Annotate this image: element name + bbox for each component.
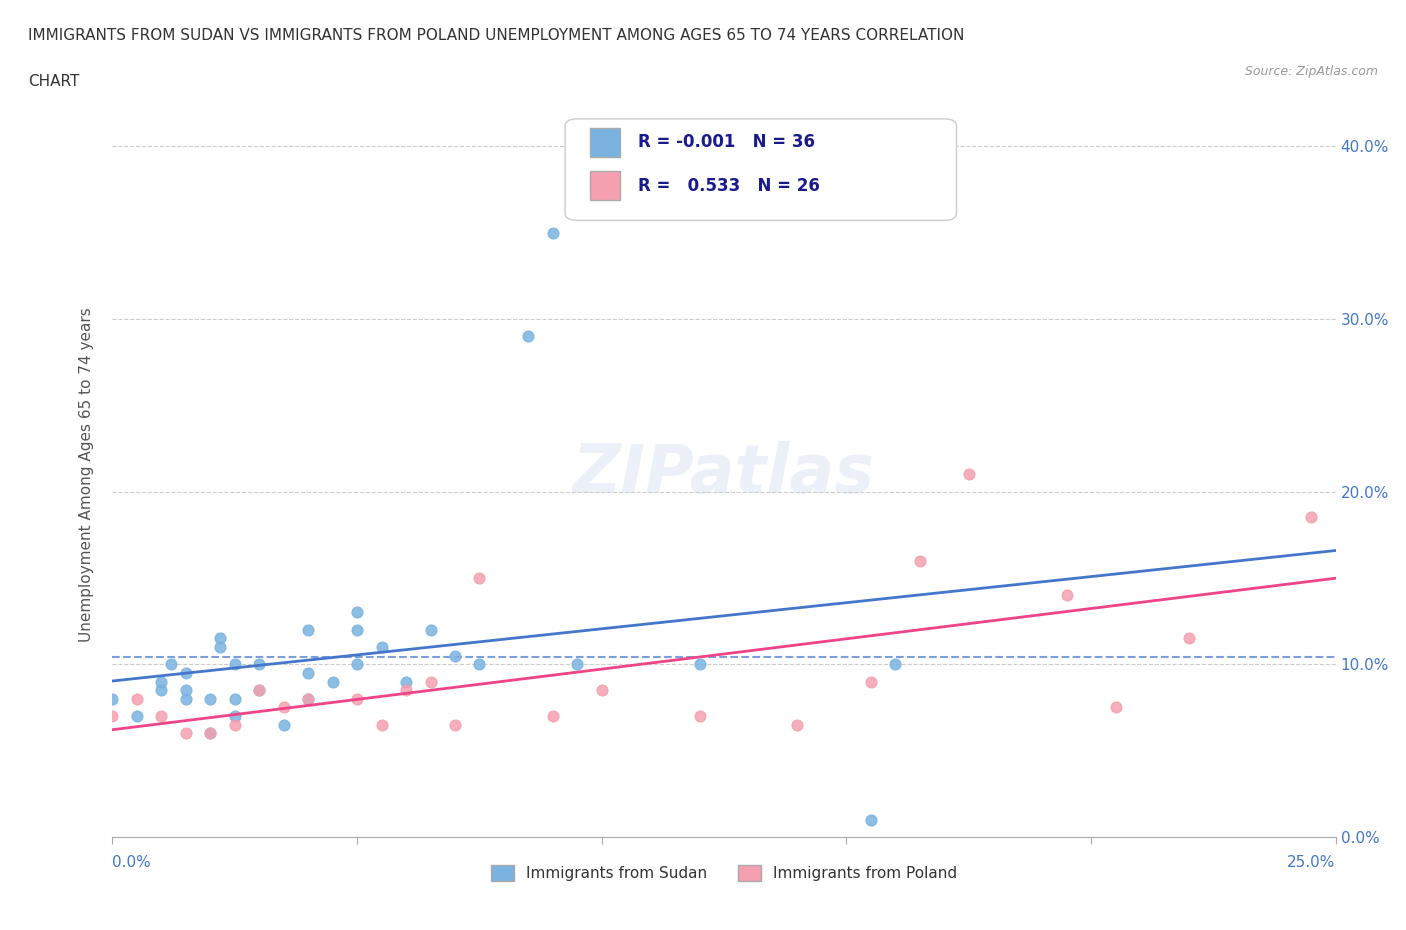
Point (150, 709, 173, 724)
Point (247, 683, 270, 698)
FancyBboxPatch shape (565, 119, 956, 220)
Point (200, 726, 222, 741)
Text: R = -0.001   N = 36: R = -0.001 N = 36 (638, 133, 815, 151)
Point (444, 717, 467, 732)
Point (591, 683, 613, 698)
Point (859, 812, 882, 827)
Legend: Immigrants from Sudan, Immigrants from Poland: Immigrants from Sudan, Immigrants from P… (485, 859, 963, 887)
Point (395, 674, 418, 689)
FancyBboxPatch shape (589, 171, 620, 200)
Point (224, 709, 246, 724)
Point (370, 717, 392, 732)
Point (370, 640, 392, 655)
Point (1301, 510, 1323, 525)
Point (224, 717, 246, 732)
Point (174, 666, 197, 681)
Point (273, 717, 295, 732)
Point (224, 691, 246, 706)
Point (346, 605, 368, 620)
Point (689, 657, 711, 671)
Point (150, 674, 173, 689)
Text: ZIPatlas: ZIPatlas (574, 442, 875, 507)
Point (125, 709, 148, 724)
Point (346, 691, 368, 706)
Point (1056, 588, 1078, 603)
Point (125, 691, 148, 706)
Point (689, 709, 711, 724)
FancyBboxPatch shape (589, 127, 620, 156)
Y-axis label: Unemployment Among Ages 65 to 74 years: Unemployment Among Ages 65 to 74 years (79, 307, 94, 642)
Point (200, 691, 222, 706)
Point (297, 666, 319, 681)
Text: 0.0%: 0.0% (112, 856, 152, 870)
Point (346, 657, 368, 671)
Point (1104, 700, 1126, 715)
Text: IMMIGRANTS FROM SUDAN VS IMMIGRANTS FROM POLAND UNEMPLOYMENT AMONG AGES 65 TO 74: IMMIGRANTS FROM SUDAN VS IMMIGRANTS FROM… (28, 28, 965, 43)
Point (395, 683, 418, 698)
Text: Source: ZipAtlas.com: Source: ZipAtlas.com (1244, 65, 1378, 78)
Point (444, 648, 467, 663)
Point (150, 683, 173, 698)
Point (786, 717, 808, 732)
Text: R =   0.533   N = 26: R = 0.533 N = 26 (638, 177, 820, 194)
Point (541, 225, 564, 240)
Point (884, 657, 907, 671)
Point (297, 691, 319, 706)
Point (273, 700, 295, 715)
Point (209, 631, 232, 645)
Point (859, 674, 882, 689)
Point (174, 691, 197, 706)
Point (468, 657, 491, 671)
Point (101, 709, 124, 724)
Point (541, 709, 564, 724)
Point (101, 691, 124, 706)
Point (160, 657, 183, 671)
Point (247, 657, 270, 671)
Point (957, 467, 980, 482)
Point (200, 726, 222, 741)
Point (174, 683, 197, 698)
Text: CHART: CHART (28, 74, 80, 89)
Point (174, 726, 197, 741)
Text: 25.0%: 25.0% (1288, 856, 1336, 870)
Point (247, 683, 270, 698)
Point (567, 657, 589, 671)
Point (297, 691, 319, 706)
Point (517, 328, 540, 343)
Point (209, 640, 232, 655)
Point (419, 622, 441, 637)
Point (297, 622, 319, 637)
Point (419, 674, 441, 689)
Point (468, 570, 491, 585)
Point (1178, 631, 1201, 645)
Point (346, 622, 368, 637)
Point (322, 674, 344, 689)
Point (224, 657, 246, 671)
Point (908, 553, 931, 568)
